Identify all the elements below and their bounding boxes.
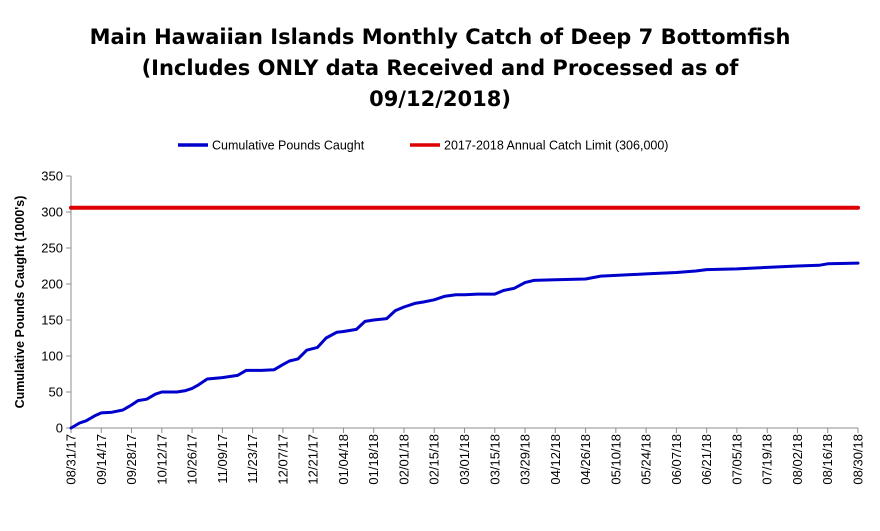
series-layer [69, 205, 860, 430]
y-tick-label: 300 [41, 205, 63, 220]
x-tick-label: 05/24/18 [639, 434, 654, 485]
x-tick-label: 02/15/18 [427, 434, 442, 485]
y-tick-label: 250 [41, 241, 63, 256]
x-tick-label: 04/12/18 [548, 434, 563, 485]
x-tick-label: 10/12/17 [154, 434, 169, 485]
y-tick-label: 0 [56, 421, 63, 436]
x-tick-label: 06/21/18 [699, 434, 714, 485]
x-tick-label: 07/05/18 [729, 434, 744, 485]
y-axis-title: Cumulative Pounds Caught (1000's) [13, 196, 27, 409]
x-tick-label: 06/07/18 [669, 434, 684, 485]
legend: Cumulative Pounds Caught 2017-2018 Annua… [178, 139, 668, 153]
y-tick-label: 200 [41, 277, 63, 292]
x-tick-label: 05/10/18 [608, 434, 623, 485]
x-tick-label: 07/19/18 [760, 434, 775, 485]
x-tick-label: 02/01/18 [396, 434, 411, 485]
x-tick-label: 01/18/18 [366, 434, 381, 485]
chart-title-line: 09/12/2018) [369, 87, 511, 111]
legend-label-cumulative: Cumulative Pounds Caught [212, 139, 365, 153]
y-tick-label: 350 [41, 169, 63, 184]
x-tick-label: 08/30/18 [851, 434, 866, 485]
x-tick-label: 03/29/18 [518, 434, 533, 485]
series-line-cumulative [69, 261, 860, 430]
x-tick-label: 03/15/18 [487, 434, 502, 485]
y-tick-label: 150 [41, 313, 63, 328]
x-tick-label: 10/26/17 [185, 434, 200, 485]
axes [66, 175, 859, 433]
x-tick-label: 12/21/17 [306, 434, 321, 485]
y-tick-label: 50 [49, 385, 63, 400]
legend-label-catch-limit: 2017-2018 Annual Catch Limit (306,000) [444, 139, 668, 153]
x-tick-label: 11/09/17 [215, 434, 230, 484]
x-tick-label: 08/16/18 [820, 434, 835, 485]
x-tick-label: 08/02/18 [790, 434, 805, 485]
x-tick-label: 03/01/18 [457, 434, 472, 485]
x-tick-label: 01/04/18 [336, 434, 351, 485]
chart-title-line: Main Hawaiian Islands Monthly Catch of D… [89, 25, 791, 49]
x-tick-label: 08/31/17 [64, 434, 79, 485]
x-tick-label: 09/28/17 [124, 434, 139, 485]
x-tick-label: 09/14/17 [94, 434, 109, 485]
y-tick-label: 100 [41, 349, 63, 364]
x-tick-label: 12/07/17 [275, 434, 290, 485]
x-tick-label: 11/23/17 [245, 434, 260, 484]
x-tick-label: 04/26/18 [578, 434, 593, 485]
tick-labels: 0 50 100 150 200 250 300 350 08/31/17 09/14/17 09/… [41, 169, 865, 485]
chart-title: Main Hawaiian Islands Monthly Catch of D… [60, 22, 820, 115]
chart-title-line: (Includes ONLY data Received and Process… [141, 56, 739, 80]
